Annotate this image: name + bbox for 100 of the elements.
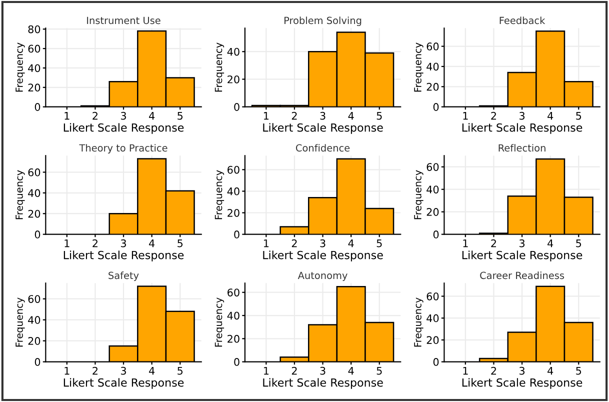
y-tick-label: 80 [28, 25, 40, 34]
y-tick-label: 20 [426, 336, 439, 344]
chart-title: Problem Solving [284, 16, 362, 26]
y-tick-label: 60 [228, 166, 240, 174]
x-tick-label: 5 [376, 112, 382, 120]
x-tick-label: 5 [576, 112, 582, 120]
x-tick-label: 3 [520, 239, 525, 248]
y-tick-label: 40 [28, 189, 40, 198]
x-tick-label: 5 [376, 366, 382, 375]
x-tick-label: 4 [348, 366, 354, 375]
y-tick-label: 20 [28, 210, 40, 218]
x-tick-label: 3 [320, 366, 326, 375]
y-tick-label: 20 [228, 75, 240, 84]
x-tick-label: 5 [576, 366, 582, 375]
y-tick-label: 60 [426, 292, 439, 300]
chart-title: Autonomy [298, 272, 348, 281]
y-axis-title: Frequency [214, 298, 224, 347]
x-tick-label: 1 [64, 366, 70, 375]
y-tick-label: 0 [234, 358, 240, 366]
x-tick-label: 4 [548, 366, 554, 375]
x-tick-label: 4 [548, 240, 554, 248]
x-tick-label: 5 [178, 366, 183, 375]
x-tick-label: 2 [292, 112, 297, 120]
x-tick-label: 2 [491, 239, 496, 248]
x-tick-label: 2 [491, 112, 496, 120]
x-tick-label: 1 [463, 366, 468, 375]
y-tick-label: 20 [28, 337, 40, 345]
chart-title: Feedback [500, 16, 546, 24]
chart-title: Instrument Use [87, 16, 160, 24]
chart-title: Career Readiness [480, 272, 564, 280]
y-tick-label: 20 [28, 84, 40, 92]
x-tick-label: 2 [92, 366, 98, 375]
y-axis-title: Frequency [214, 170, 224, 220]
y-axis-title: Frequency [16, 298, 25, 347]
y-tick-label: 20 [228, 334, 240, 343]
x-axis-title: Likert Scale Response [462, 378, 582, 389]
x-axis-title: Likert Scale Response [462, 123, 582, 134]
y-tick-label: 0 [234, 230, 240, 238]
y-tick-label: 40 [227, 312, 240, 320]
y-tick-label: 60 [426, 163, 439, 171]
y-tick-label: 40 [426, 186, 439, 194]
x-tick-label: 1 [463, 240, 468, 248]
x-tick-label: 3 [120, 239, 126, 248]
y-axis-title: Frequency [414, 170, 424, 220]
x-tick-label: 1 [64, 240, 70, 248]
x-axis-title: Likert Scale Response [263, 250, 383, 262]
x-tick-label: 4 [149, 112, 155, 120]
y-tick-label: 40 [426, 62, 439, 71]
y-tick-label: 40 [28, 316, 40, 324]
x-axis-title: Likert Scale Response [64, 123, 184, 134]
y-axis-title: Frequency [414, 298, 424, 347]
x-tick-label: 2 [92, 112, 98, 120]
y-tick-label: 40 [227, 187, 240, 196]
y-tick-label: 40 [227, 48, 240, 56]
y-tick-label: 60 [426, 42, 439, 50]
x-axis-title: Likert Scale Response [263, 123, 383, 134]
y-tick-label: 60 [28, 295, 40, 303]
x-tick-label: 1 [463, 112, 468, 120]
y-tick-label: 40 [28, 64, 40, 72]
x-tick-label: 3 [320, 112, 326, 120]
x-tick-label: 4 [348, 112, 354, 120]
chart-title: Reflection [498, 144, 546, 152]
x-tick-label: 2 [292, 366, 297, 375]
x-tick-label: 2 [491, 366, 496, 375]
x-tick-label: 4 [548, 112, 554, 120]
y-tick-label: 0 [433, 358, 439, 366]
y-tick-label: 20 [426, 208, 439, 216]
x-tick-label: 3 [520, 366, 525, 375]
x-tick-label: 2 [92, 239, 98, 248]
chart-title: Confidence [296, 144, 350, 152]
y-tick-label: 60 [28, 168, 40, 176]
x-tick-label: 4 [149, 366, 155, 375]
y-tick-label: 0 [34, 358, 40, 366]
y-tick-label: 0 [433, 103, 439, 111]
x-tick-label: 5 [178, 240, 183, 248]
y-tick-label: 0 [433, 230, 439, 238]
chart-title: Safety [108, 272, 139, 281]
x-tick-label: 4 [149, 240, 155, 248]
x-tick-label: 1 [264, 112, 269, 120]
y-tick-label: 60 [228, 288, 240, 296]
y-tick-label: 0 [234, 103, 240, 111]
x-axis-title: Likert Scale Response [263, 378, 383, 389]
x-axis-title: Likert Scale Response [462, 250, 582, 262]
chart-title: Theory to Practice [79, 144, 168, 154]
x-tick-label: 3 [520, 112, 525, 120]
y-axis-title: Frequency [414, 42, 424, 92]
y-tick-label: 0 [34, 230, 40, 238]
x-tick-label: 1 [64, 112, 70, 120]
x-tick-label: 5 [376, 240, 382, 248]
x-tick-label: 1 [264, 366, 269, 375]
x-tick-label: 2 [292, 239, 297, 248]
x-tick-label: 5 [178, 112, 183, 120]
x-tick-label: 1 [264, 240, 269, 248]
x-tick-label: 4 [348, 240, 354, 248]
x-tick-label: 3 [320, 239, 326, 248]
x-tick-label: 3 [120, 366, 126, 375]
y-tick-label: 0 [34, 103, 40, 111]
y-axis-title: Frequency [214, 42, 224, 92]
x-tick-label: 3 [120, 112, 126, 120]
x-tick-label: 5 [576, 240, 582, 248]
